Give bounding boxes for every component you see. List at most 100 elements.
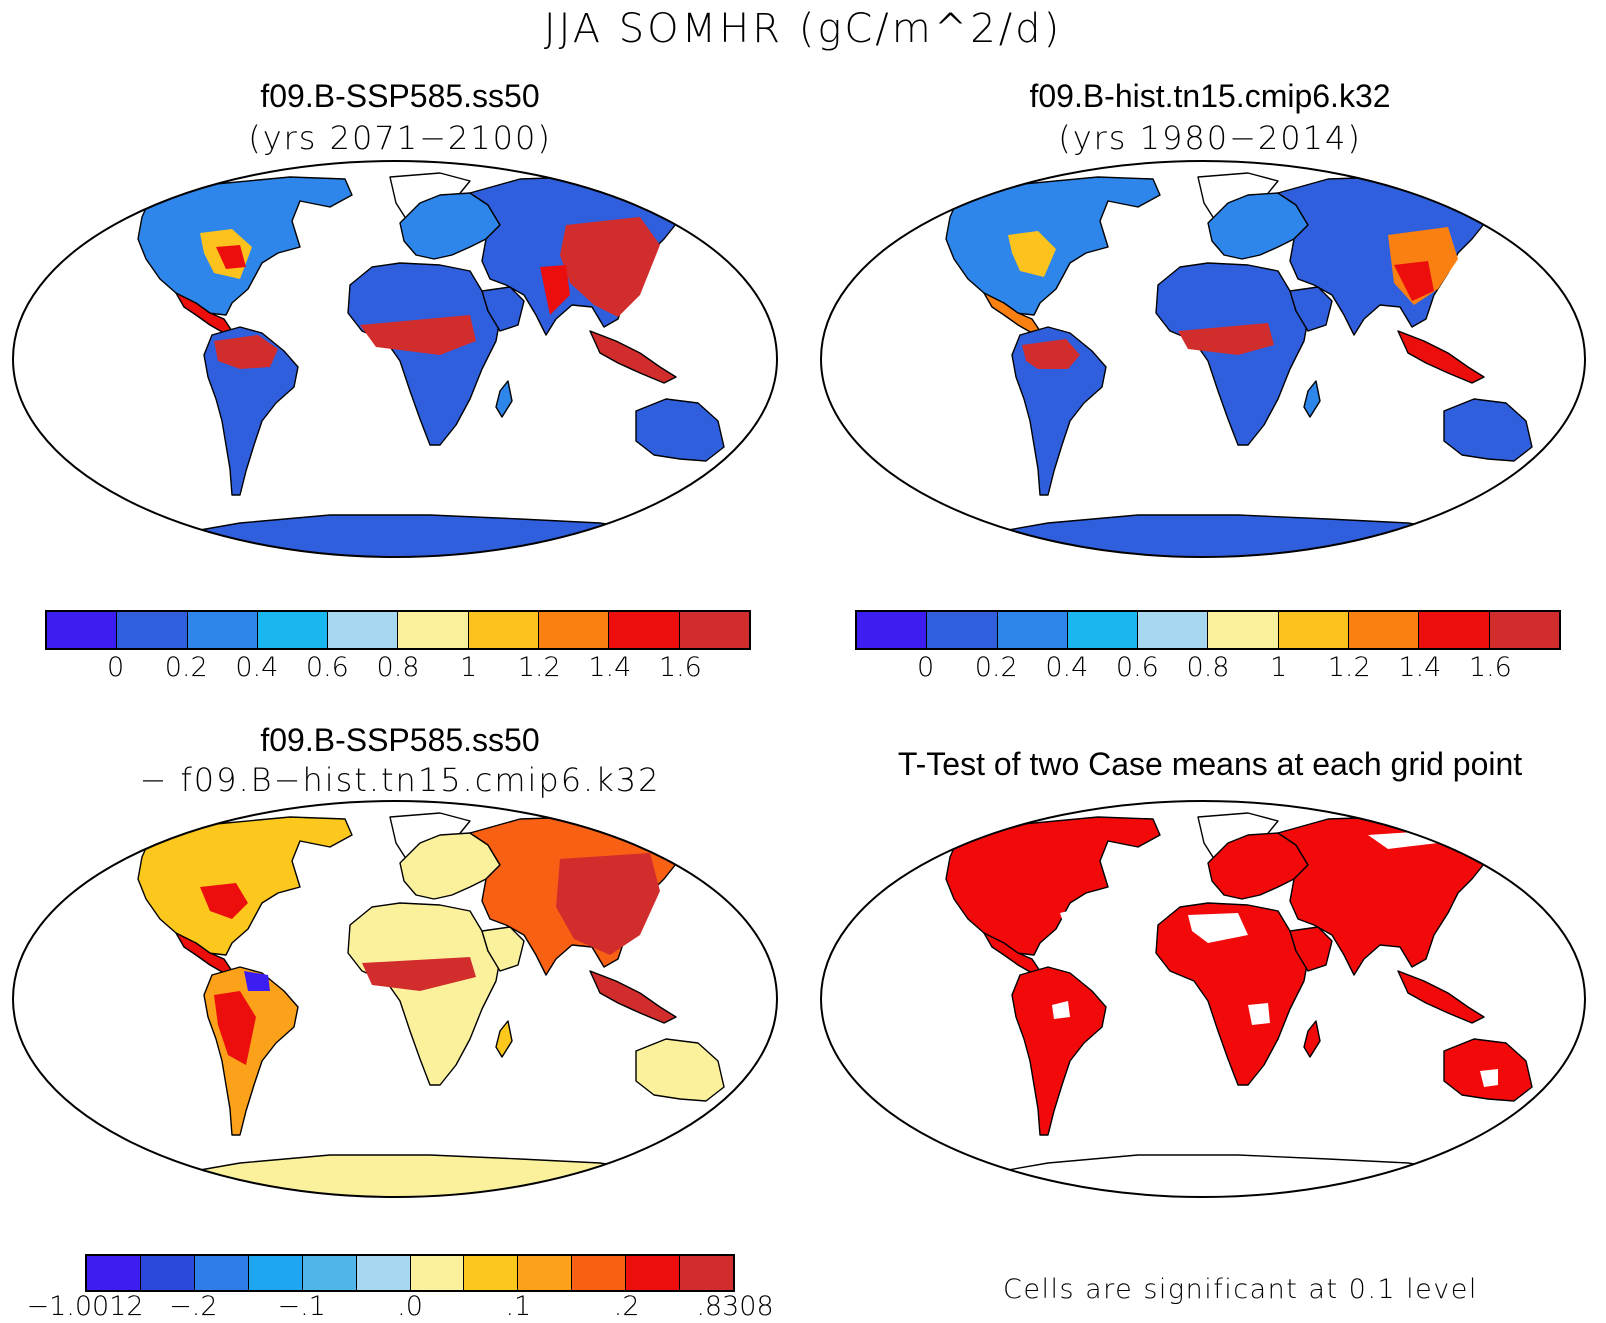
colorbar-tick-label: −.2 [169,1291,218,1322]
colorbar-swatch [187,612,258,648]
map-ttest [820,800,1586,1198]
map-ssp585 [12,160,778,558]
field-region [556,853,660,955]
colorbar-tick-label: 0.2 [974,652,1018,683]
colorbar-tick-label: 0.4 [1045,652,1089,683]
colorbar-swatch [1278,612,1350,648]
panel-1-title: f09.B-SSP585.ss50 [260,78,540,114]
colorbar-swatch [328,612,399,648]
colorbar-swatch [1489,612,1559,648]
colorbar-swatch [572,1256,627,1290]
colorbar-swatch [857,612,928,648]
landmass-southAmerica [1011,966,1107,1136]
colorbar-swatch [1419,612,1490,648]
field-region [214,991,256,1065]
colorbar-tick-label: .2 [613,1291,640,1322]
colorbar-swatch [356,1256,411,1290]
colorbar-swatch [410,1256,465,1290]
landmass-seAsia [589,330,677,384]
field-region [1060,909,1078,925]
panel-2-title: f09.B-hist.tn15.cmip6.k32 [1029,78,1391,114]
colorbar-tick-label: 0 [917,652,935,683]
colorbar-swatch [518,1256,573,1290]
colorbar-swatch [398,612,469,648]
colorbar-swatch [47,612,118,648]
field-region [200,883,248,919]
panel-3-subtitle: − f09.B−hist.tn15.cmip6.k32 [139,761,661,799]
colorbar-tick-label: 0.8 [376,652,420,683]
figure-title: JJA SOMHR (gC/m^2/d) [543,6,1063,52]
landmass-australia [635,398,725,462]
colorbar-hist [855,610,1561,650]
map-difference [12,800,778,1198]
field-region [1008,231,1056,277]
colorbar-swatch [1138,612,1209,648]
field-region [214,335,278,369]
colorbar-tick-label: −.1 [277,1291,326,1322]
colorbar-tick-label: 1.2 [517,652,561,683]
colorbar-ssp585-labels: 0 0.2 0.4 0.6 0.8 1 1.2 1.4 1.6 [0,652,805,688]
colorbar-tick-label: 1.4 [588,652,632,683]
landmass-northAmerica [137,816,353,956]
colorbar-tick-label: 1.6 [658,652,702,683]
panel-3-title: f09.B-SSP585.ss50 [260,722,540,758]
colorbar-tick-label: .1 [505,1291,532,1322]
field-region [360,315,476,355]
colorbar-swatch [539,612,610,648]
map-frame [12,800,778,1198]
landmass-africa [1155,902,1309,1086]
field-region [1022,339,1080,369]
landmass-australia [1443,1038,1533,1102]
field-region [560,217,660,317]
field-region [540,265,570,315]
panel-2-subtitle: (yrs 1980−2014) [1058,119,1362,157]
colorbar-swatch [997,612,1068,648]
colorbar-difference [85,1254,735,1292]
landmass-africa [347,902,501,1086]
landmass-madagascar [1303,1020,1321,1058]
landmass-seAsia [1397,330,1485,384]
colorbar-tick-label: .0 [397,1291,423,1322]
field-region [1178,323,1274,355]
colorbar-tick-label: 0.8 [1186,652,1230,683]
colorbar-swatch [679,612,749,648]
colorbar-swatch [1208,612,1279,648]
landmass-madagascar [1303,380,1321,418]
colorbar-difference-labels: −1.0012 −.2 −.1 .0 .1 .2 .8308 [0,1291,805,1323]
colorbar-tick-label: 1 [460,652,478,683]
map-frame [820,160,1586,558]
landmass-arabia [481,926,525,972]
colorbar-tick-label: 1.4 [1398,652,1442,683]
landmass-madagascar [495,380,513,418]
panel-4-title: T-Test of two Case means at each grid po… [897,746,1523,782]
colorbar-swatch [257,612,329,648]
map-hist [820,160,1586,558]
landmass-northAmerica [945,816,1161,956]
colorbar-swatch [1349,612,1420,648]
colorbar-tick-label: 1.2 [1327,652,1371,683]
colorbar-tick-label: 0.6 [1115,652,1159,683]
colorbar-tick-label: 1.6 [1468,652,1512,683]
colorbar-swatch [194,1256,249,1290]
colorbar-tick-label: −1.0012 [26,1291,144,1322]
field-region [1188,913,1248,943]
landmass-southAmerica [203,326,299,496]
landmass-arabia [1289,926,1333,972]
field-region [1394,261,1434,301]
colorbar-swatch [87,1256,141,1290]
colorbar-tick-label: 1 [1270,652,1288,683]
colorbar-swatch [140,1256,195,1290]
landmass-southAmerica [1011,326,1107,496]
colorbar-swatch [609,612,680,648]
colorbar-tick-label: 0.4 [235,652,279,683]
colorbar-tick-label: 0.6 [305,652,349,683]
panel-1-subtitle: (yrs 2071−2100) [248,119,552,157]
colorbar-tick-label: 0 [107,652,125,683]
colorbar-ssp585 [45,610,751,650]
landmass-seAsia [589,970,677,1024]
landmass-arabia [481,286,525,332]
colorbar-hist-labels: 0 0.2 0.4 0.6 0.8 1 1.2 1.4 1.6 [0,652,1606,688]
field-region [1248,1003,1270,1025]
colorbar-swatch [464,1256,519,1290]
colorbar-swatch [626,1256,681,1290]
